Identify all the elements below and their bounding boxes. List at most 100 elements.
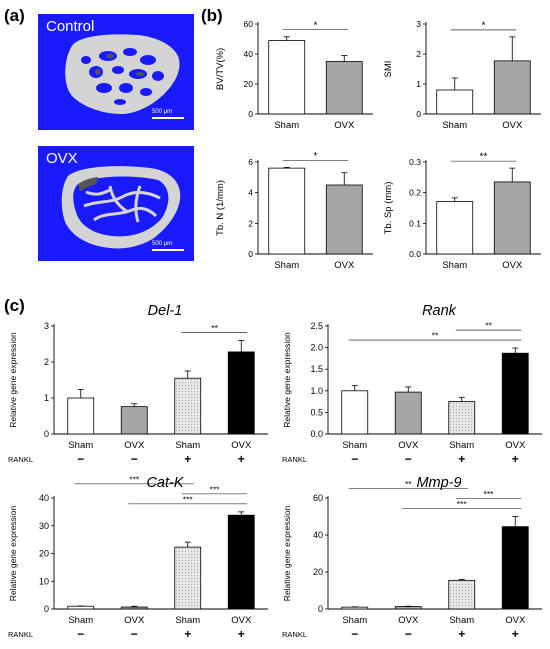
y-tick-label: 0.0 [310, 429, 323, 439]
y-tick-label: 20 [39, 549, 49, 559]
category-label: Sham [175, 615, 200, 626]
category-label: OVX [231, 615, 252, 626]
chart-smi: 0 1 2 3 SMI Sham OVX * [383, 19, 541, 131]
micro-ct-ovx-image: OVX 500 μm [38, 146, 194, 261]
significance-label: *** [129, 474, 140, 484]
rankl-sign: − [351, 452, 358, 466]
category-label: OVX [398, 440, 419, 451]
bar-1 [493, 60, 531, 115]
bar-3 [227, 351, 255, 435]
rankl-label: RANKL [282, 455, 307, 464]
y-tick-label: 0.2 [409, 188, 421, 198]
bone-cross-section-ovx [61, 166, 181, 249]
rankl-sign: + [184, 452, 191, 466]
rankl-sign: − [405, 627, 412, 641]
category-label: Sham [274, 260, 299, 271]
category-label: OVX [502, 120, 523, 131]
scale-bar-control-label: 500 μm [152, 109, 173, 115]
scale-bar-ovx-label: 500 μm [152, 241, 173, 247]
panel-a-label: (a) [4, 6, 25, 25]
scale-bar-control [152, 117, 184, 119]
category-label: Sham [449, 615, 474, 626]
rankl-sign: + [184, 627, 191, 641]
bar-3 [501, 352, 529, 435]
chart-cat-k: Cat-K 0 10 20 30 40 Relative gene expression Sh… [8, 474, 268, 641]
y-tick-label: 0.5 [310, 407, 323, 417]
category-label: OVX [505, 615, 526, 626]
bar-0 [341, 390, 369, 435]
micro-ct-ovx-label: OVX [46, 150, 78, 167]
category-label: Sham [342, 615, 367, 626]
significance-label: * [314, 151, 318, 162]
y-axis-label: Relative gene expression [8, 506, 18, 602]
panel-b-label: (b) [201, 6, 223, 25]
y-axis-label: Tb. N (1/mm) [215, 180, 226, 236]
significance-label: ** [480, 152, 488, 163]
rankl-sign: + [238, 627, 245, 641]
category-label: OVX [398, 615, 419, 626]
y-tick-label: 1.5 [310, 364, 323, 374]
significance-label: * [482, 20, 486, 31]
y-tick-label: 30 [39, 521, 49, 531]
rankl-sign: − [405, 452, 412, 466]
chart-title: Mmp-9 [416, 475, 461, 491]
y-tick-label: 1 [44, 393, 49, 403]
significance-label: ** [485, 321, 492, 331]
panel-c-label: (c) [4, 296, 25, 315]
y-tick-label: 2 [44, 357, 49, 367]
significance-label: ** [405, 479, 412, 489]
category-label: Sham [175, 440, 200, 451]
significance-label: *** [183, 494, 194, 504]
y-axis-label: BV/TV(%) [215, 48, 226, 90]
bar-0 [268, 167, 306, 255]
chart-title: Rank [422, 303, 457, 319]
category-label: OVX [334, 260, 355, 271]
bar-0 [67, 397, 95, 435]
y-tick-label: 60 [244, 19, 254, 29]
significance-label: * [314, 20, 318, 31]
y-tick-label: 40 [244, 49, 254, 59]
micro-ct-control-label: Control [46, 18, 95, 35]
rankl-sign: + [238, 452, 245, 466]
bar-2 [448, 579, 476, 610]
significance-label: ** [432, 331, 439, 341]
rankl-sign: − [77, 452, 84, 466]
bar-0 [436, 201, 474, 255]
y-tick-label: 0 [44, 429, 49, 439]
category-label: OVX [505, 440, 526, 451]
chart-tb-sp: 0.0 0.1 0.2 0.3 Tb. Sp (mm) Sham OVX ** [383, 152, 541, 271]
y-tick-label: 2 [416, 49, 421, 59]
significance-label: ** [211, 323, 218, 333]
category-label: OVX [124, 440, 145, 451]
bar-1 [493, 181, 531, 255]
rankl-sign: + [458, 452, 465, 466]
category-label: Sham [274, 120, 299, 131]
significance-label: *** [457, 499, 468, 509]
bar-3 [501, 526, 529, 610]
bar-0 [268, 40, 306, 115]
rankl-sign: + [512, 452, 519, 466]
chart-mmp-9: Mmp-9 0 20 40 60 Relative gene expression Sham… [282, 475, 542, 641]
y-tick-label: 0.0 [409, 249, 421, 259]
category-label: Sham [342, 440, 367, 451]
y-tick-label: 0 [318, 604, 323, 614]
y-tick-label: 3 [416, 19, 421, 29]
significance-label: *** [484, 489, 495, 499]
y-tick-label: 1 [416, 79, 421, 89]
rankl-sign: + [458, 627, 465, 641]
y-tick-label: 0 [248, 109, 253, 119]
bar-0 [67, 605, 95, 610]
y-tick-label: 0 [248, 249, 253, 259]
y-tick-label: 0.1 [409, 218, 421, 228]
bar-0 [436, 89, 474, 115]
category-label: Sham [442, 120, 467, 131]
chart-tb-n: 0 2 4 6 Tb. N (1/mm) Sham OVX * [215, 151, 373, 271]
micro-ct-control-image: Control 500 μm [38, 14, 194, 130]
bar-1 [325, 61, 363, 115]
chart-rank: Rank 0.0 0.5 1.0 1.5 2.0 2.5 Relative gene expr… [282, 303, 542, 466]
category-label: Sham [442, 260, 467, 271]
rankl-label: RANKL [282, 630, 307, 639]
category-label: Sham [449, 440, 474, 451]
bar-2 [448, 401, 476, 435]
